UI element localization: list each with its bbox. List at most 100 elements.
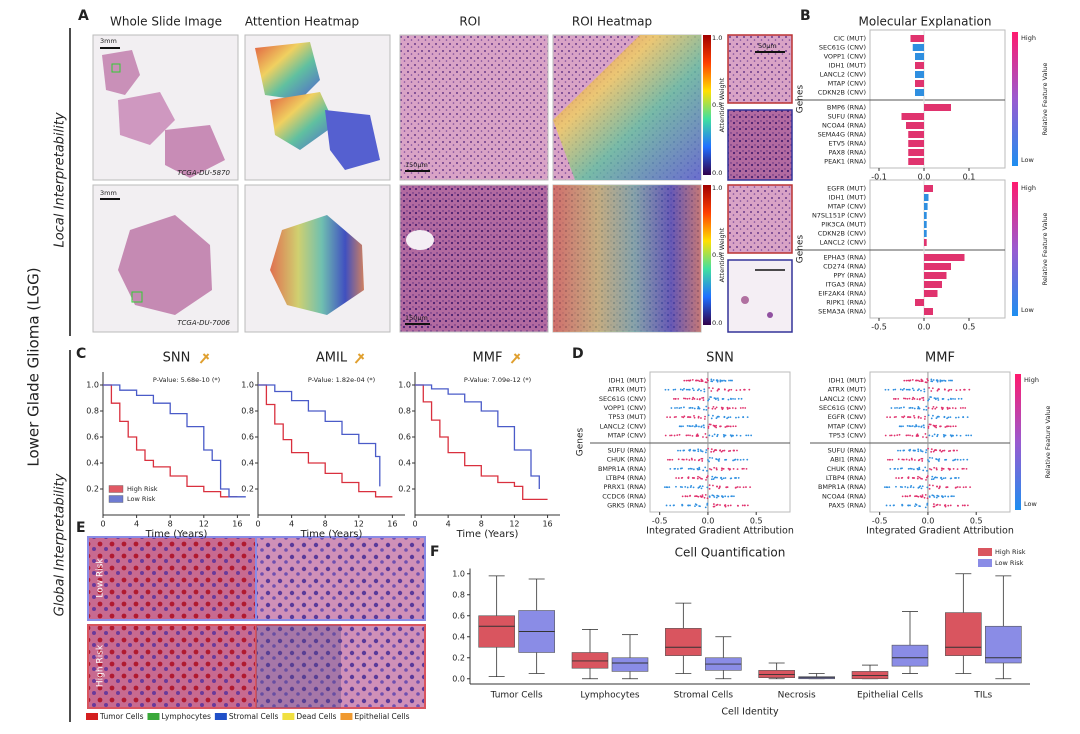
- colorbar-high: High: [1024, 376, 1039, 384]
- local-label: Local Interpretability: [53, 112, 68, 247]
- swarm-dot: [920, 450, 923, 453]
- swarm-dot: [962, 458, 965, 461]
- swarm-dot: [904, 397, 907, 400]
- swarm-dot: [933, 433, 936, 436]
- swarm-dot: [670, 407, 673, 409]
- swarm-dot: [722, 496, 724, 499]
- swarm-dot: [909, 448, 912, 451]
- swarm-dot: [913, 415, 915, 417]
- swarm-dot: [734, 398, 736, 400]
- swarm-dot: [932, 424, 935, 427]
- swarm-dot: [706, 486, 709, 489]
- swarm-dot: [737, 416, 740, 419]
- category-label: IDH1 (MUT): [829, 377, 866, 385]
- swarm-dot: [704, 433, 707, 435]
- swarm-dot: [697, 379, 699, 382]
- bar: [915, 71, 924, 78]
- category-label: PRRX1 (RNA): [603, 483, 646, 491]
- swarm-dot: [728, 379, 730, 382]
- swarm-dot: [716, 494, 719, 497]
- swarm-dot: [885, 504, 888, 507]
- swarm-dot: [712, 484, 714, 487]
- swarm-dot: [903, 387, 905, 390]
- swarm-dot: [943, 388, 946, 391]
- survival-curve: [103, 384, 238, 498]
- swarm-dot: [906, 495, 909, 498]
- colorbar-tick: 1.0: [712, 34, 722, 42]
- swarm-dot: [704, 451, 707, 454]
- colorbar-low: Low: [1021, 306, 1034, 314]
- swarm-dot: [721, 449, 724, 452]
- swarm-dot: [908, 397, 911, 400]
- y-tick-label: 0.2: [398, 485, 411, 494]
- panel-title: Molecular Explanation: [859, 15, 992, 29]
- swarm-dot: [949, 425, 952, 428]
- swarm-dot: [946, 417, 948, 420]
- swarm-dot: [728, 450, 730, 452]
- wsi-images: [92, 34, 793, 333]
- swarm-dot: [721, 398, 724, 400]
- swarm-dot: [926, 497, 929, 500]
- cell-images: [87, 536, 426, 709]
- swarm-dot: [715, 406, 718, 409]
- swarm-dot: [932, 405, 935, 408]
- swarm-dot: [942, 433, 945, 436]
- plot-frame: [649, 371, 791, 513]
- box: [758, 670, 795, 678]
- swarm-dot: [959, 407, 962, 409]
- scale-bar-label: 150μm: [405, 314, 428, 322]
- swarm-dot: [727, 416, 730, 419]
- swarm-dot: [707, 447, 710, 450]
- column-header: Whole Slide Image: [110, 15, 222, 29]
- swarm-dot: [664, 434, 667, 437]
- swarm-dot: [719, 425, 721, 428]
- colorbar-high: High: [1021, 184, 1036, 192]
- swarm-dot: [716, 485, 718, 488]
- swarm-dot: [933, 496, 936, 498]
- category-label: TP53 (CNV): [828, 431, 866, 439]
- legend-label: Stromal Cells: [229, 712, 279, 721]
- swarm-dot: [707, 414, 710, 417]
- swarm-dot: [951, 407, 954, 409]
- swarm-dot: [899, 449, 902, 452]
- swarm-dot: [702, 399, 705, 402]
- swarm-dot: [928, 467, 931, 470]
- swarm-dot: [707, 459, 709, 461]
- swarm-dot: [922, 436, 924, 438]
- swarm-dot: [884, 388, 887, 391]
- swarm-dot: [715, 424, 717, 427]
- swarm-dot: [727, 398, 730, 401]
- swarm-dot: [688, 425, 691, 427]
- swarm-dot: [937, 388, 940, 390]
- swarm-dot: [956, 486, 959, 488]
- swarm-dot: [898, 407, 901, 410]
- swarm-dot: [894, 407, 896, 409]
- swarm-dot: [680, 406, 683, 409]
- swarm-dot: [727, 425, 730, 428]
- swarm-dot: [936, 494, 939, 497]
- swarm-dot: [735, 389, 738, 392]
- category-label: LANCL2 (CNV): [820, 71, 866, 79]
- swarm-dot: [933, 397, 936, 400]
- box: [571, 652, 609, 669]
- swarm-dot: [941, 379, 944, 382]
- swarm-dot: [693, 459, 696, 461]
- category-label: RIPK1 (RNA): [826, 299, 866, 307]
- bar: [908, 140, 924, 147]
- plot-frame: [869, 179, 1006, 319]
- swarm-dot: [666, 458, 669, 461]
- swarm-dot: [903, 406, 905, 409]
- y-tick-label: 0.0: [452, 674, 465, 683]
- swarm-dot: [689, 448, 692, 451]
- swarm-dot: [711, 387, 714, 390]
- swarm-dot: [927, 379, 929, 382]
- swarm-dot: [719, 449, 722, 452]
- swarm-dot: [897, 458, 900, 461]
- swarm-dot: [953, 449, 955, 452]
- swarm-dot: [925, 408, 928, 411]
- bar: [908, 149, 924, 156]
- swarm-dot: [906, 486, 909, 489]
- swarm-dot: [731, 379, 733, 382]
- swarm-dot: [923, 388, 926, 391]
- swarm-dot: [681, 458, 684, 461]
